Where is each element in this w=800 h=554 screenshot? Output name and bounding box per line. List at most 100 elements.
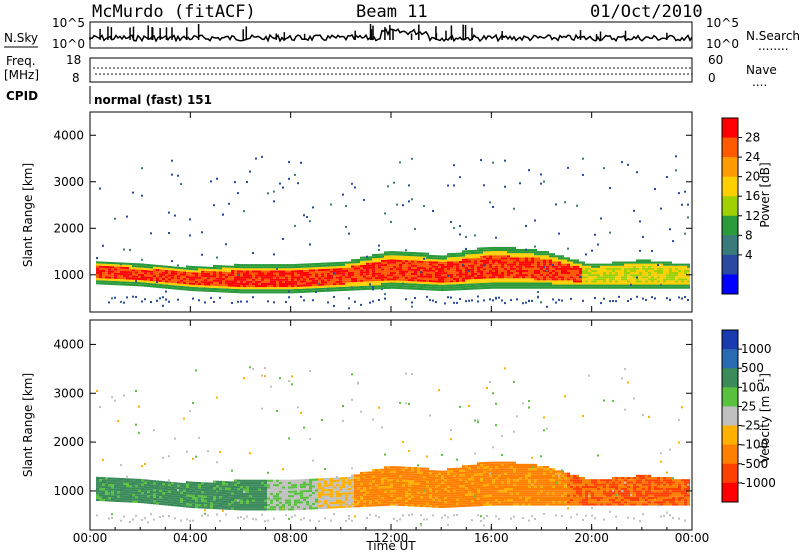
echo-cell — [441, 278, 444, 281]
echo-cell — [135, 496, 138, 499]
echo-cell — [279, 268, 282, 271]
echo-cell — [648, 278, 651, 281]
echo-cell — [450, 257, 453, 260]
nave-dot — [223, 73, 225, 75]
nave-dot — [203, 73, 205, 75]
echo-cell — [525, 265, 528, 268]
echo-cell — [594, 267, 597, 270]
scatter-cell — [282, 468, 284, 471]
scatter-cell — [600, 217, 602, 220]
echo-cell — [231, 499, 234, 502]
echo-cell — [477, 281, 480, 284]
echo-cell — [111, 276, 114, 279]
echo-cell — [366, 287, 369, 290]
echo-cell — [420, 254, 423, 257]
echo-cell — [126, 489, 129, 492]
echo-cell — [387, 282, 390, 285]
echo-cell — [351, 278, 354, 281]
echo-cell — [294, 291, 297, 294]
echo-cell — [561, 255, 564, 258]
echo-cell — [591, 272, 594, 275]
echo-cell — [366, 484, 369, 488]
low-range-cell — [375, 514, 377, 517]
echo-cell — [381, 285, 384, 288]
echo-cell — [204, 495, 207, 498]
echo-cell — [354, 505, 357, 508]
echo-cell — [645, 286, 648, 289]
echo-cell — [336, 261, 339, 265]
echo-cell — [183, 487, 186, 490]
echo-cell — [534, 248, 537, 252]
echo-cell — [531, 265, 534, 268]
echo-cell — [432, 288, 435, 291]
echo-cell — [519, 286, 522, 289]
scatter-cell — [282, 237, 284, 240]
echo-cell — [174, 283, 177, 286]
echo-cell — [639, 282, 642, 285]
echo-cell — [264, 503, 267, 507]
echo-cell — [102, 272, 105, 275]
echo-cell — [270, 289, 273, 292]
echo-cell — [309, 273, 312, 276]
low-range-cell — [489, 298, 491, 301]
echo-cell — [675, 286, 678, 289]
echo-cell — [252, 291, 255, 294]
echo-cell — [318, 504, 321, 507]
low-range-cell — [450, 296, 452, 299]
echo-cell — [237, 289, 240, 292]
echo-cell — [366, 264, 369, 267]
echo-cell — [138, 485, 141, 488]
nave-dot — [555, 73, 557, 75]
echo-cell — [204, 491, 207, 494]
echo-cell — [513, 274, 516, 277]
echo-cell — [357, 483, 360, 486]
echo-cell — [444, 286, 447, 289]
echo-cell — [246, 289, 249, 292]
echo-cell — [117, 272, 120, 275]
echo-cell — [672, 265, 675, 268]
echo-cell — [114, 488, 117, 491]
echo-cell — [315, 491, 318, 494]
nsearch-label: N.Search — [746, 29, 800, 43]
echo-cell — [390, 280, 393, 283]
echo-cell — [621, 274, 624, 277]
echo-cell — [198, 484, 201, 487]
echo-cell — [150, 497, 153, 500]
low-range-cell — [435, 301, 437, 304]
echo-cell — [201, 289, 204, 292]
echo-cell — [198, 486, 201, 489]
echo-cell — [240, 499, 243, 502]
echo-cell — [324, 486, 327, 490]
echo-cell — [612, 265, 615, 268]
echo-cell — [258, 481, 261, 485]
echo-cell — [192, 505, 195, 509]
echo-cell — [573, 284, 576, 287]
echo-cell — [165, 267, 168, 270]
echo-cell — [246, 484, 249, 487]
echo-cell — [204, 268, 207, 271]
scatter-cell — [204, 509, 206, 512]
echo-cell — [459, 279, 462, 282]
echo-cell — [618, 272, 621, 275]
echo-cell — [366, 473, 369, 477]
echo-cell — [618, 282, 621, 285]
freq-dot — [213, 67, 215, 69]
echo-cell — [444, 284, 447, 287]
echo-cell — [108, 486, 111, 489]
echo-cell — [612, 280, 615, 283]
echo-cell — [630, 265, 633, 268]
echo-cell — [375, 479, 378, 483]
echo-cell — [687, 276, 690, 279]
echo-cell — [306, 282, 309, 285]
echo-cell — [423, 267, 426, 270]
echo-cell — [252, 274, 255, 277]
scatter-cell — [324, 467, 326, 470]
echo-cell — [369, 260, 372, 263]
echo-cell — [321, 504, 324, 507]
scatter-cell — [660, 283, 662, 286]
echo-cell — [321, 502, 324, 505]
low-range-cell — [252, 517, 254, 520]
echo-cell — [420, 275, 423, 278]
nave-dot — [523, 73, 525, 75]
echo-cell — [492, 282, 495, 285]
